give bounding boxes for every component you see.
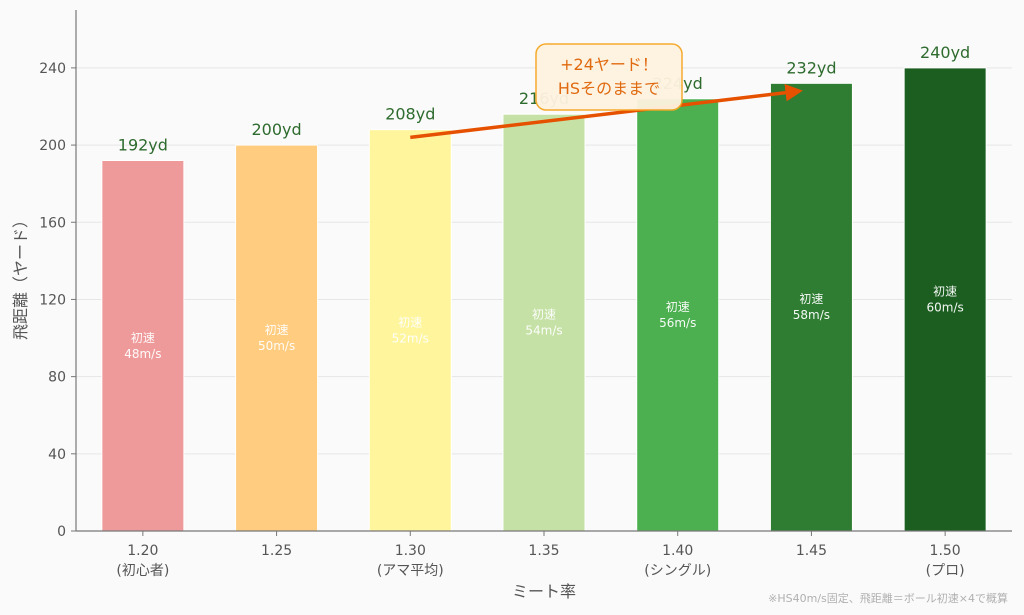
- annotation-arrow: [410, 84, 803, 140]
- bar: [903, 67, 987, 532]
- bar-inner-label: 初速: [398, 315, 422, 329]
- y-tick-label: 120: [39, 292, 66, 308]
- x-tick-label: 1.35: [528, 543, 559, 559]
- bar: [101, 160, 185, 532]
- bar-value-label: 192yd: [118, 136, 168, 155]
- bar-inner-label: 56m/s: [659, 316, 696, 330]
- y-tick-label: 160: [39, 215, 66, 231]
- bar-inner-label: 初速: [532, 308, 556, 322]
- y-tick-label: 80: [48, 370, 66, 386]
- bar: [235, 144, 319, 532]
- x-tick-label: 1.45: [796, 543, 827, 559]
- x-tick-label: (シングル): [644, 563, 711, 579]
- x-tick-label: 1.20: [127, 543, 158, 559]
- x-ticks: 1.20 (初心者) 1.25 1.30 (アマ平均) 1.35 1.40 (シングル) 1.4…: [116, 531, 965, 579]
- x-tick-label: (アマ平均): [377, 563, 444, 579]
- footnote: ※HS40m/s固定、飛距離＝ボール初速×4で概算: [768, 591, 1008, 605]
- y-tick-label: 0: [57, 524, 66, 540]
- y-tick-label: 200: [39, 138, 66, 154]
- annotation: +24ヤード！ HSそのままで: [410, 43, 803, 140]
- bar-inner-label: 初速: [799, 292, 823, 306]
- x-tick-label: (初心者): [116, 562, 169, 579]
- bar-value-label: 240yd: [920, 43, 970, 62]
- in-bar-labels: 初速 48m/s 初速 50m/s 初速 52m/s 初速 54m/s 初速 56m/s 初速 58m…: [124, 284, 964, 360]
- bar-inner-label: 初速: [265, 323, 289, 337]
- x-tick-label: 1.50: [930, 543, 961, 559]
- x-tick-label: 1.40: [662, 543, 693, 559]
- y-tick-label: 40: [48, 447, 66, 463]
- x-tick-label: (プロ): [926, 563, 965, 579]
- annotation-text: HSそのままで: [558, 79, 660, 98]
- bar: [636, 98, 720, 532]
- bar-inner-label: 48m/s: [124, 347, 161, 361]
- bar-inner-label: 初速: [131, 331, 155, 345]
- annotation-text: +24ヤード！: [560, 55, 658, 74]
- bar-inner-label: 初速: [933, 284, 957, 298]
- bar: [502, 113, 586, 532]
- bar: [769, 82, 853, 532]
- bar-inner-label: 50m/s: [258, 339, 295, 353]
- bar-inner-label: 60m/s: [927, 300, 964, 314]
- x-tick-label: 1.25: [261, 543, 292, 559]
- y-tick-label: 240: [39, 61, 66, 77]
- bar-inner-label: 初速: [666, 300, 690, 314]
- y-ticks: 0 40 80 120 160 200 240: [39, 61, 76, 540]
- bar-inner-label: 54m/s: [525, 324, 562, 338]
- bar-inner-label: 58m/s: [793, 308, 830, 322]
- bar-inner-label: 52m/s: [392, 331, 429, 345]
- bar-value-label: 232yd: [786, 58, 836, 77]
- bars: [101, 67, 987, 532]
- bar: [368, 129, 452, 532]
- bar-value-label: 208yd: [385, 105, 435, 124]
- y-axis-title: 飛距離（ヤード）: [11, 212, 30, 340]
- bar-value-label: 200yd: [251, 120, 301, 139]
- annotation-box: [535, 43, 683, 111]
- x-axis-title: ミート率: [512, 582, 576, 601]
- x-tick-label: 1.30: [395, 543, 426, 559]
